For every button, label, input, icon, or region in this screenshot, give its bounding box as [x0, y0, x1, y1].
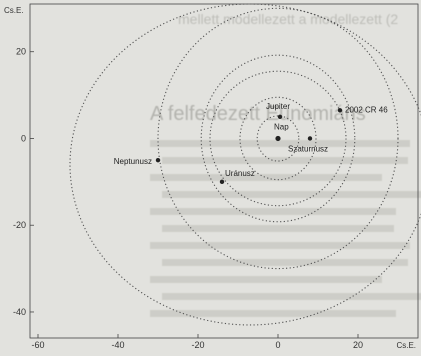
orbit-2002-cr-46	[209, 70, 347, 207]
label-2002-cr-46: 2002 CR 46	[345, 105, 388, 114]
background-text-line	[162, 259, 408, 266]
background-heading: A felfedezett Eunomiáns	[150, 103, 366, 125]
background-text-line	[162, 225, 394, 232]
label-neptunusz: Neptunusz	[114, 157, 152, 166]
background-text-line	[150, 174, 382, 181]
body-uránusz	[219, 179, 225, 185]
x-tick-label: -60	[31, 340, 44, 350]
orbit-uránusz	[200, 54, 356, 223]
background-fragment: mellett modellezett a modellezett (2	[178, 11, 398, 27]
axis-ticks-group: -60 -40 -20 0 20 20 0 -20 -40 Cs.E. Cs.E.	[4, 6, 416, 350]
body-szaturnusz	[307, 136, 313, 141]
body-2002-cr-46	[337, 108, 343, 113]
x-tick-label: -40	[111, 340, 124, 350]
y-tick-label: -40	[13, 307, 26, 317]
x-tick-label: -20	[191, 340, 204, 350]
bodies-group: Nap Jupiter Szaturnusz Uránusz Neptunusz 2002…	[114, 102, 388, 185]
label-jupiter: Jupiter	[266, 102, 290, 111]
y-tick-label: -20	[13, 220, 26, 230]
background-text-line	[162, 293, 421, 300]
label-szaturnusz: Szaturnusz	[288, 144, 328, 153]
y-unit-label: Cs.E.	[4, 6, 24, 15]
y-tick-label: 0	[21, 133, 26, 143]
plot-frame	[29, 3, 419, 339]
background-text-line	[162, 191, 421, 198]
body-nap	[275, 135, 281, 142]
label-uránusz: Uránusz	[225, 169, 255, 178]
orbit-neptunusz	[157, 7, 399, 270]
orbit-outer-orbit	[69, 3, 421, 326]
background-text-line	[150, 276, 382, 283]
background-text-line	[150, 242, 410, 249]
plot-border	[29, 3, 419, 339]
background-page-text: mellett modellezett a modellezett (2 A fe…	[150, 11, 421, 317]
body-jupiter	[277, 114, 283, 119]
x-tick-label: 0	[275, 340, 280, 350]
background-text-line	[162, 157, 408, 164]
body-neptunusz	[155, 157, 161, 163]
x-tick-label: 20	[353, 340, 363, 350]
x-unit-label: Cs.E.	[396, 341, 416, 350]
background-text-line	[150, 208, 396, 215]
label-nap: Nap	[274, 122, 289, 131]
background-text-line	[150, 140, 410, 147]
y-tick-label: 20	[16, 47, 26, 57]
orbit-szaturnusz	[239, 96, 317, 181]
background-text-line	[150, 310, 396, 317]
